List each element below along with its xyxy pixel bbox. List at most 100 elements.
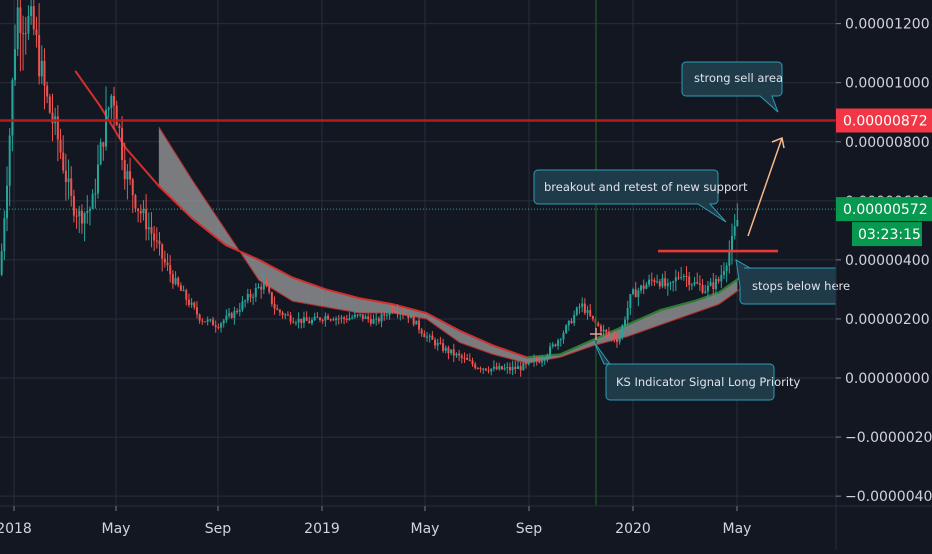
- candle-body: [599, 325, 602, 332]
- candle-body: [573, 314, 576, 324]
- candle-body: [597, 323, 600, 326]
- candle-body: [516, 366, 519, 369]
- candle-body: [30, 6, 33, 17]
- candle-body: [3, 218, 6, 252]
- candle-body: [495, 366, 498, 370]
- svg-text:0.00000572: 0.00000572: [843, 202, 928, 218]
- candle-body: [589, 310, 592, 316]
- candle-body: [131, 179, 134, 196]
- candle-body: [591, 315, 594, 320]
- x-tick-label: 2018: [0, 521, 32, 537]
- candle-body: [158, 240, 161, 245]
- long-signal-marker: [590, 328, 602, 340]
- y-tick-label: 0.00000200: [845, 312, 930, 328]
- callout-ks-indicator[interactable]: KS Indicator Signal Long Priority: [593, 341, 801, 401]
- candle-body: [634, 289, 637, 298]
- candle-body: [86, 210, 89, 214]
- candle-body: [533, 359, 536, 362]
- candle-body: [401, 313, 404, 315]
- candle-body: [629, 294, 632, 308]
- candle-body: [712, 282, 715, 290]
- candle-body: [198, 314, 201, 321]
- candle-body: [319, 317, 322, 321]
- candle-body: [8, 135, 11, 186]
- candle-body: [380, 314, 383, 322]
- candle-body: [241, 301, 244, 310]
- candle-body: [179, 285, 182, 291]
- candle-body: [19, 7, 22, 34]
- candle-body: [391, 309, 394, 312]
- candle-body: [578, 306, 581, 308]
- candle-body: [664, 278, 667, 287]
- candle-body: [621, 325, 624, 337]
- candle-body: [155, 240, 158, 242]
- candle-body: [677, 277, 680, 279]
- callout-strong-sell[interactable]: strong sell area: [681, 61, 783, 113]
- candle-body: [508, 367, 511, 371]
- y-tick-label: 0.00000800: [845, 135, 930, 151]
- candle-body: [206, 319, 209, 322]
- candle-body: [297, 318, 300, 323]
- time-axis[interactable]: 2018 May Sep 2019 May Sep 2020 May: [0, 506, 751, 537]
- candle-body: [722, 271, 725, 275]
- candle-body: [565, 325, 568, 334]
- candle-body: [276, 308, 279, 310]
- callout-ks-text: KS Indicator Signal Long Priority: [616, 375, 801, 389]
- candle-body: [492, 366, 495, 369]
- candle-body: [530, 361, 533, 363]
- candle-body: [415, 320, 418, 325]
- candle-body: [442, 343, 445, 351]
- candle-body: [75, 215, 78, 217]
- candle-body: [704, 291, 707, 293]
- candle-body: [260, 286, 263, 290]
- callout-breakout[interactable]: breakout and retest of new support: [533, 169, 748, 223]
- candle-body: [182, 290, 185, 292]
- price-axis[interactable]: 0.000012000.000010000.000008000.00000600…: [836, 17, 932, 506]
- candle-body: [88, 208, 91, 211]
- candle-body: [725, 265, 728, 272]
- candle-body: [161, 244, 164, 259]
- candle-body: [300, 318, 303, 323]
- candle-body: [348, 318, 351, 321]
- candle-body: [43, 60, 46, 86]
- candle-body: [728, 251, 731, 266]
- candle-body: [650, 279, 653, 281]
- candle-body: [113, 95, 116, 106]
- candle-body: [487, 370, 490, 372]
- candle-body: [736, 220, 739, 227]
- ribbon-indicator: [74, 70, 741, 364]
- y-tick-label: −0.00000400: [845, 489, 932, 505]
- candle-body: [6, 185, 9, 219]
- candle-body: [252, 296, 255, 298]
- candle-body: [286, 314, 289, 316]
- candle-body: [364, 316, 367, 319]
- callout-breakout-text: breakout and retest of new support: [544, 180, 748, 194]
- candle-body: [554, 344, 557, 346]
- candle-body: [423, 333, 426, 338]
- candle-body: [64, 170, 67, 182]
- candle-body: [369, 319, 372, 324]
- candle-body: [420, 329, 423, 334]
- candle-body: [623, 319, 626, 326]
- candle-body: [418, 320, 421, 330]
- candle-body: [511, 366, 514, 371]
- candle-body: [685, 275, 688, 277]
- candle-body: [463, 357, 466, 359]
- candle-body: [538, 361, 541, 363]
- candle-body: [361, 314, 364, 319]
- candle-body: [648, 279, 651, 285]
- candle-body: [324, 315, 327, 321]
- candle-body: [452, 349, 455, 356]
- candle-body: [701, 284, 704, 293]
- grid: [0, 0, 836, 505]
- candle-body: [586, 310, 589, 313]
- candle-body: [466, 357, 469, 360]
- candle-body: [48, 96, 51, 113]
- callout-stops[interactable]: stops below here: [735, 259, 850, 305]
- candle-body: [653, 280, 656, 283]
- candle-body: [500, 366, 503, 370]
- candle-body: [230, 313, 233, 318]
- candle-body: [102, 142, 105, 147]
- candle-body: [642, 285, 645, 289]
